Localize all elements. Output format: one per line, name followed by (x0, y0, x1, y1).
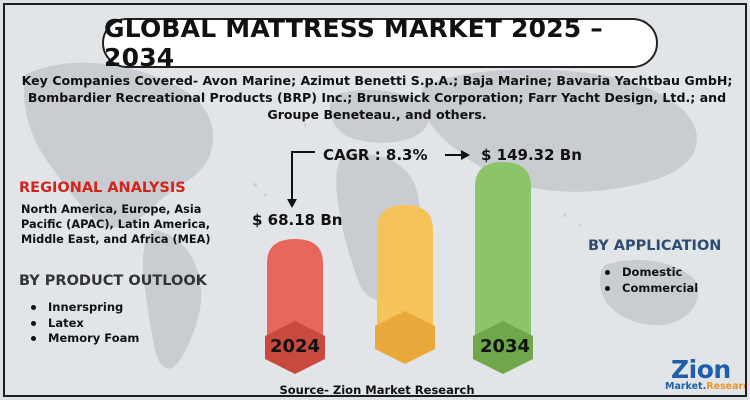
logo-subtitle: Market.Research (665, 381, 745, 392)
list-item: Latex (31, 316, 139, 332)
year-2024-label: 2024 (269, 336, 321, 357)
arrowhead-down-icon (287, 199, 297, 208)
growth-graphic (265, 150, 533, 374)
list-item-label: Domestic (622, 265, 683, 279)
logo-sub-left: Market. (665, 381, 707, 392)
product-outlook-heading: BY PRODUCT OUTLOOK (19, 273, 207, 289)
cagr-down-arrow-icon (291, 151, 315, 201)
infographic-frame: GLOBAL MATTRESS MARKET 2025 – 2034 Key C… (3, 3, 747, 397)
list-item: Commercial (605, 281, 698, 297)
zion-logo: Zion Market.Research (665, 355, 745, 395)
list-item-label: Commercial (622, 280, 699, 295)
list-item: Innerspring (31, 300, 139, 316)
cagr-label: CAGR : 8.3% (323, 146, 428, 164)
hexagon-2024 (265, 321, 325, 374)
start-value-label: $ 68.18 Bn (252, 211, 343, 229)
arrowhead-right-icon (461, 150, 470, 160)
logo-brand: Zion (671, 355, 731, 384)
logo-sub-right: Research (706, 381, 745, 392)
hexagon-2034 (473, 321, 533, 374)
bullet-icon (31, 336, 36, 342)
application-list: Domestic Commercial (605, 265, 698, 296)
bar-mid (377, 205, 433, 335)
year-2034-label: 2034 (479, 336, 531, 357)
list-item-label: Memory Foam (48, 331, 140, 345)
list-item: Memory Foam (31, 331, 139, 347)
title-text: GLOBAL MATTRESS MARKET 2025 – 2034 (104, 14, 604, 72)
key-companies-text: Key Companies Covered- Avon Marine; Azim… (21, 73, 733, 122)
list-item-label: Innerspring (48, 300, 124, 314)
bullet-icon (605, 285, 610, 291)
hexagon-mid (375, 311, 435, 364)
source-text: Source- Zion Market Research (279, 383, 475, 397)
regional-analysis-heading: REGIONAL ANALYSIS (19, 180, 186, 196)
regional-analysis-text: North America, Europe, Asia Pacific (APA… (21, 203, 211, 246)
product-outlook-list: Innerspring Latex Memory Foam (31, 300, 139, 347)
end-value-label: $ 149.32 Bn (481, 146, 582, 164)
list-item-label: Latex (48, 315, 84, 330)
page-title: GLOBAL MATTRESS MARKET 2025 – 2034 (102, 14, 658, 72)
bullet-icon (31, 320, 36, 326)
list-item: Domestic (605, 265, 698, 281)
bar-2024 (267, 239, 323, 335)
bullet-icon (605, 270, 610, 276)
bar-2034 (475, 162, 531, 335)
application-heading: BY APPLICATION (588, 238, 722, 254)
bullet-icon (31, 305, 36, 311)
